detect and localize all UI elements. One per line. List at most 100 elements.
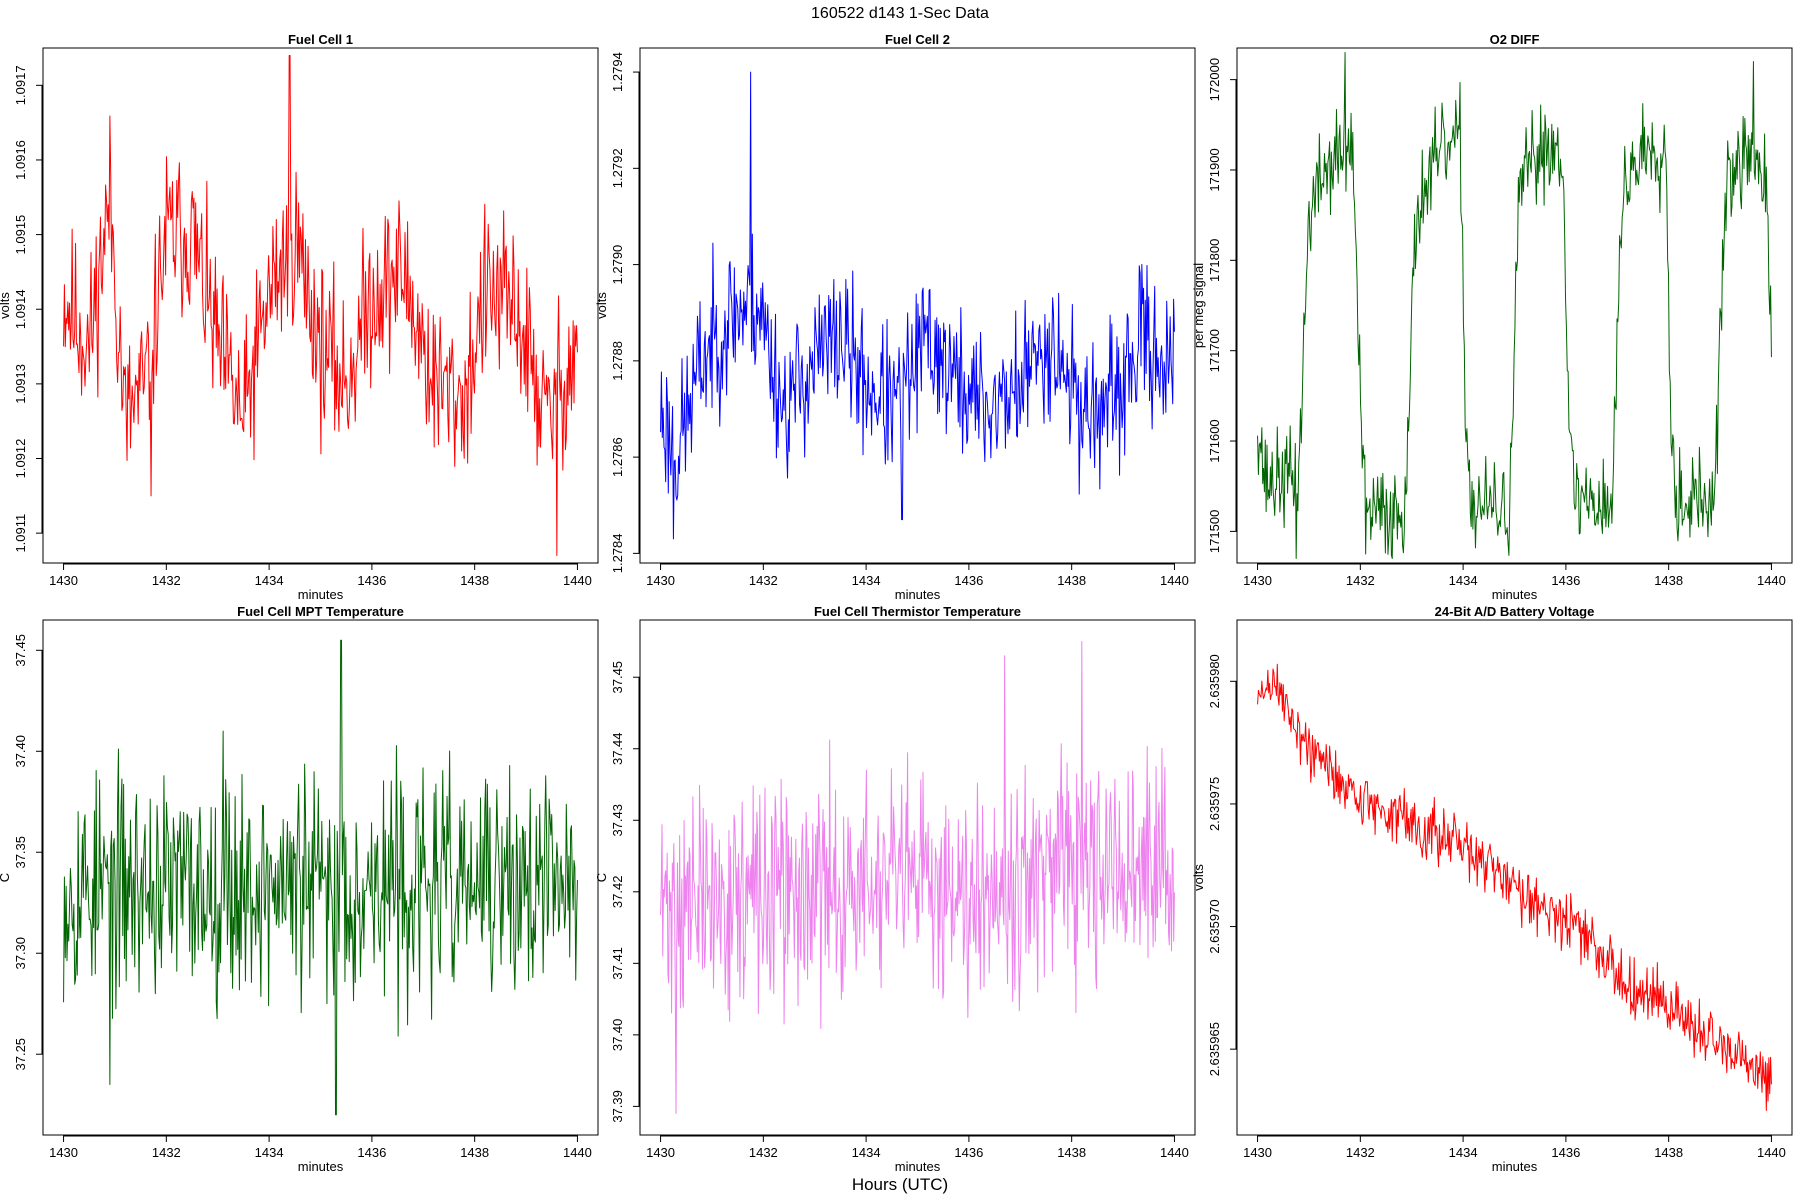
y-tick-label: 37.41 <box>610 947 625 980</box>
panel-title: 24-Bit A/D Battery Voltage <box>1435 604 1595 619</box>
y-tick-label: 1.2788 <box>610 341 625 381</box>
y-tick-label: 1.2786 <box>610 437 625 477</box>
y-tick-label: 171800 <box>1207 239 1222 282</box>
x-axis-label: minutes <box>895 1159 941 1174</box>
x-tick-label: 1432 <box>749 1145 778 1160</box>
plot-frame <box>1236 47 1793 564</box>
x-tick-label: 1430 <box>646 1145 675 1160</box>
y-tick-label: 37.44 <box>610 732 625 765</box>
y-tick-label: 171900 <box>1207 148 1222 191</box>
panel-5: Fuel Cell Thermistor Temperature 1430 1432… <box>594 604 1196 1174</box>
series-line <box>1257 663 1772 1111</box>
y-axis-label: C <box>594 873 609 882</box>
y-tick-label: 2.635965 <box>1207 1022 1222 1076</box>
y-tick-label: 2.635970 <box>1207 899 1222 953</box>
panel-1: Fuel Cell 1 1430 1432 1434 1436 1438 1440 minut… <box>0 32 599 602</box>
x-tick-label: 1436 <box>954 1145 983 1160</box>
x-tick-label: 1434 <box>852 573 881 588</box>
plot-frame <box>639 619 1196 1136</box>
panel-title: Fuel Cell MPT Temperature <box>237 604 404 619</box>
x-tick-label: 1432 <box>152 573 181 588</box>
plot-frame <box>42 619 599 1136</box>
x-tick-label: 1436 <box>1551 1145 1580 1160</box>
y-axis-label: volts <box>0 292 12 319</box>
x-tick-label: 1432 <box>1346 573 1375 588</box>
x-tick-label: 1432 <box>749 573 778 588</box>
y-tick-label: 37.40 <box>610 1019 625 1052</box>
y-tick-label: 1.0912 <box>13 439 28 479</box>
x-tick-label: 1440 <box>1160 573 1189 588</box>
y-tick-label: 1.2784 <box>610 533 625 573</box>
y-tick-label: 171700 <box>1207 329 1222 372</box>
y-axis-label: volts <box>1191 864 1206 891</box>
y-tick-label: 37.30 <box>13 937 28 970</box>
y-tick-label: 172000 <box>1207 58 1222 101</box>
x-tick-label: 1438 <box>1654 1145 1683 1160</box>
y-tick-label: 171500 <box>1207 510 1222 553</box>
y-tick-label: 1.2792 <box>610 148 625 188</box>
y-axis-label: C <box>0 873 12 882</box>
x-tick-label: 1434 <box>1449 573 1478 588</box>
y-tick-label: 1.0916 <box>13 140 28 180</box>
x-axis-label: minutes <box>298 587 344 602</box>
panel-title: O2 DIFF <box>1490 32 1540 47</box>
y-tick-label: 1.2794 <box>610 52 625 92</box>
y-axis-label: per meg signal <box>1191 263 1206 348</box>
panel-title: Fuel Cell 2 <box>885 32 950 47</box>
x-tick-label: 1434 <box>852 1145 881 1160</box>
x-axis-label: minutes <box>1492 587 1538 602</box>
series-line <box>63 54 578 557</box>
series-line <box>660 640 1175 1115</box>
y-tick-label: 2.635980 <box>1207 654 1222 708</box>
y-tick-label: 1.0915 <box>13 215 28 255</box>
plot-frame <box>1236 619 1793 1136</box>
y-axis-label: volts <box>594 292 609 319</box>
x-tick-label: 1440 <box>1757 1145 1786 1160</box>
y-tick-label: 1.0913 <box>13 364 28 404</box>
panel-6: 24-Bit A/D Battery Voltage 1430 1432 1434 14… <box>1191 604 1793 1174</box>
y-tick-label: 1.2790 <box>610 245 625 285</box>
panels: Fuel Cell 1 1430 1432 1434 1436 1438 1440 minut… <box>0 32 1793 1174</box>
x-tick-label: 1436 <box>1551 573 1580 588</box>
x-tick-label: 1434 <box>255 573 284 588</box>
x-tick-label: 1432 <box>152 1145 181 1160</box>
panel-3: O2 DIFF 1430 1432 1434 1436 1438 1440 minutes 17… <box>1191 32 1793 602</box>
x-tick-label: 1430 <box>646 573 675 588</box>
x-tick-label: 1432 <box>1346 1145 1375 1160</box>
x-tick-label: 1440 <box>563 1145 592 1160</box>
x-tick-label: 1430 <box>49 573 78 588</box>
plot-frame <box>42 47 599 564</box>
y-tick-label: 37.40 <box>13 735 28 768</box>
x-tick-label: 1438 <box>1057 1145 1086 1160</box>
y-tick-label: 37.25 <box>13 1038 28 1071</box>
x-tick-label: 1436 <box>357 1145 386 1160</box>
x-tick-label: 1438 <box>1057 573 1086 588</box>
figure-title: 160522 d143 1-Sec Data <box>811 5 989 22</box>
y-tick-label: 37.45 <box>610 661 625 694</box>
plot-frame <box>639 47 1196 564</box>
y-tick-label: 171600 <box>1207 419 1222 462</box>
y-tick-label: 37.35 <box>13 836 28 869</box>
x-tick-label: 1440 <box>563 573 592 588</box>
x-axis-label: minutes <box>1492 1159 1538 1174</box>
x-tick-label: 1438 <box>460 573 489 588</box>
x-axis-label: minutes <box>895 587 941 602</box>
y-tick-label: 37.43 <box>610 804 625 837</box>
series-line <box>63 639 578 1116</box>
panel-4: Fuel Cell MPT Temperature 1430 1432 1434 143… <box>0 604 599 1174</box>
y-tick-label: 1.0911 <box>13 514 28 553</box>
x-tick-label: 1434 <box>1449 1145 1478 1160</box>
x-tick-label: 1430 <box>1243 1145 1272 1160</box>
panel-2: Fuel Cell 2 1430 1432 1434 1436 1438 1440 minut… <box>594 32 1196 602</box>
x-tick-label: 1430 <box>1243 573 1272 588</box>
y-tick-label: 37.39 <box>610 1090 625 1123</box>
y-tick-label: 1.0917 <box>13 65 28 105</box>
panel-title: Fuel Cell 1 <box>288 32 353 47</box>
x-tick-label: 1438 <box>460 1145 489 1160</box>
x-tick-label: 1436 <box>357 573 386 588</box>
x-tick-label: 1440 <box>1757 573 1786 588</box>
x-tick-label: 1438 <box>1654 573 1683 588</box>
x-tick-label: 1430 <box>49 1145 78 1160</box>
panel-title: Fuel Cell Thermistor Temperature <box>814 604 1021 619</box>
